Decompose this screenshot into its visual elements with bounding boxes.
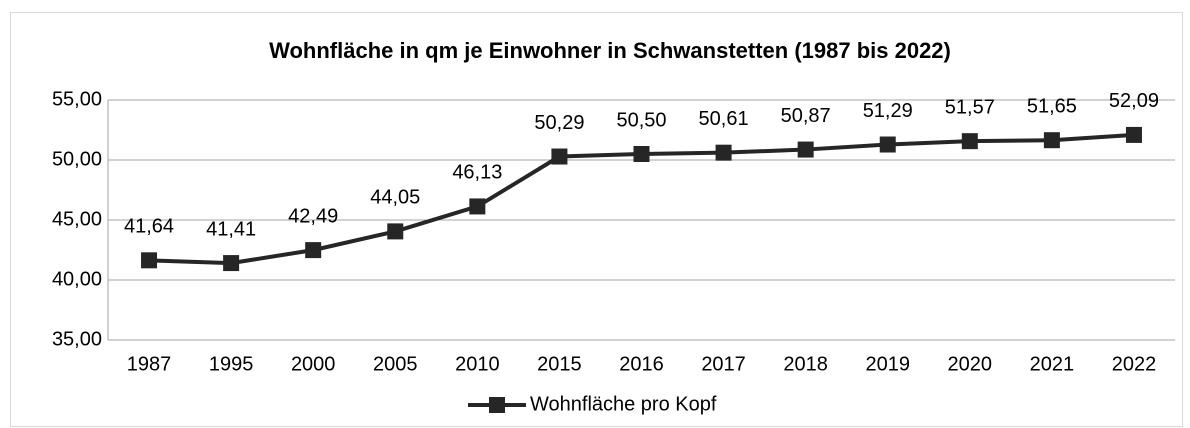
y-tick-label: 50,00 [52, 148, 102, 170]
point-marker [961, 133, 978, 150]
point-marker [387, 223, 404, 240]
data-label: 51,29 [863, 100, 913, 122]
point-marker [1043, 132, 1060, 149]
point-marker [469, 198, 486, 215]
x-tick-label: 2010 [455, 353, 500, 375]
x-tick-label: 2005 [373, 353, 418, 375]
x-tick-label: 2016 [619, 353, 664, 375]
point-marker [879, 136, 896, 153]
x-tick-label: 2017 [701, 353, 746, 375]
x-tick-label: 2021 [1030, 353, 1075, 375]
data-label: 46,13 [452, 162, 502, 184]
data-label: 41,64 [124, 216, 174, 238]
y-tick-label: 35,00 [52, 328, 102, 350]
data-label: 50,29 [534, 112, 584, 134]
x-tick-label: 1987 [127, 353, 172, 375]
data-label: 50,61 [699, 108, 749, 130]
legend-label: Wohnfläche pro Kopf [530, 393, 717, 415]
data-label: 51,57 [945, 96, 995, 118]
data-label: 42,49 [288, 205, 338, 227]
point-marker [715, 144, 732, 161]
data-label: 52,09 [1109, 90, 1159, 112]
x-tick-label: 2000 [291, 353, 336, 375]
point-marker [141, 252, 158, 269]
x-tick-label: 2018 [783, 353, 828, 375]
data-label: 50,87 [781, 105, 831, 127]
data-label: 50,50 [616, 109, 666, 131]
x-tick-label: 2015 [537, 353, 582, 375]
point-marker [305, 242, 322, 259]
point-marker [223, 255, 240, 272]
point-marker [633, 146, 650, 162]
data-label: 41,41 [206, 218, 256, 240]
x-tick-label: 2022 [1112, 353, 1157, 375]
point-marker [1125, 126, 1142, 143]
data-label: 51,65 [1027, 95, 1077, 117]
point-marker [551, 148, 568, 165]
data-label: 44,05 [370, 187, 420, 209]
y-tick-label: 40,00 [52, 268, 102, 290]
x-tick-label: 2019 [865, 353, 910, 375]
y-tick-label: 45,00 [52, 208, 102, 230]
x-tick-label: 1995 [209, 353, 254, 375]
x-tick-label: 2020 [948, 353, 993, 375]
legend-marker [489, 397, 505, 413]
chart-title: Wohnfläche in qm je Einwohner in Schwans… [269, 38, 951, 63]
y-tick-label: 55,00 [52, 88, 102, 110]
point-marker [797, 141, 814, 158]
